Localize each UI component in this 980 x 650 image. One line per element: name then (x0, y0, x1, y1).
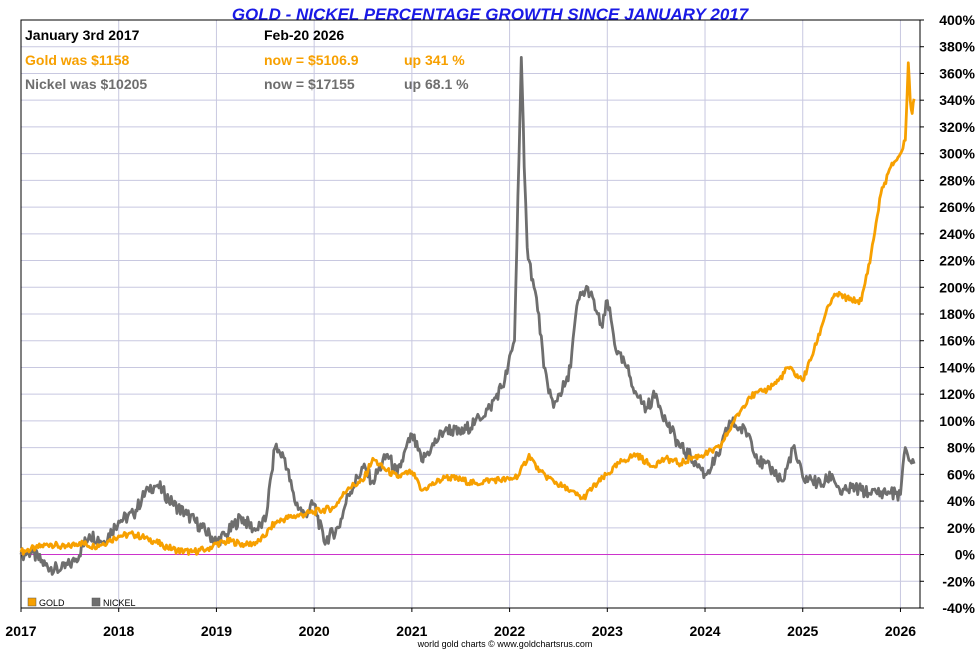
y-tick-label: 40% (947, 493, 976, 509)
info-block: January 3rd 2017 Feb-20 2026 Gold was $1… (25, 27, 469, 92)
y-axis: 400% 380% 360% 340% 320% 300% 280% 260% 240% 220%… (920, 12, 976, 616)
y-tick-label: 320% (939, 119, 975, 135)
y-tick-label: -20% (942, 573, 975, 589)
x-tick-label: 2026 (885, 623, 916, 639)
gold-was-label: Gold was $1158 (25, 52, 129, 68)
x-tick-label: 2020 (299, 623, 330, 639)
gold-series-line (19, 61, 916, 556)
x-tick-label: 2017 (5, 623, 36, 639)
y-tick-label: 100% (939, 413, 975, 429)
chart-title: GOLD - NICKEL PERCENTAGE GROWTH SINCE JA… (232, 5, 750, 24)
nickel-now-label: now = $17155 (264, 76, 355, 92)
y-tick-label: 120% (939, 386, 975, 402)
y-tick-label: 240% (939, 226, 975, 242)
y-tick-label: 60% (947, 466, 976, 482)
y-tick-label: 0% (955, 547, 976, 563)
y-tick-label: 20% (947, 520, 976, 536)
y-tick-label: 400% (939, 12, 975, 28)
x-tick-label: 2023 (592, 623, 623, 639)
y-tick-label: 340% (939, 92, 975, 108)
end-date-label: Feb-20 2026 (264, 27, 344, 43)
y-tick-label: 360% (939, 65, 975, 81)
series-layer (19, 56, 916, 576)
y-tick-label: 280% (939, 172, 975, 188)
x-tick-label: 2024 (689, 623, 720, 639)
y-tick-label: 200% (939, 279, 975, 295)
x-tick-label: 2019 (201, 623, 232, 639)
nickel-up-label: up 68.1 % (404, 76, 469, 92)
legend-nickel-swatch (91, 597, 101, 607)
credit-text: world gold charts © www.goldchartsrus.co… (417, 639, 593, 649)
y-tick-label: 180% (939, 306, 975, 322)
legend-gold-swatch (27, 597, 37, 607)
y-tick-label: 160% (939, 333, 975, 349)
legend: GOLD NICKEL (27, 597, 136, 608)
x-tick-label: 2025 (787, 623, 818, 639)
gold-now-label: now = $5106.9 (264, 52, 359, 68)
nickel-series-line (19, 56, 916, 576)
x-axis: 2017 2018 2019 2020 2021 2022 2023 2024 2025 2026 (5, 608, 916, 639)
nickel-was-label: Nickel was $10205 (25, 76, 147, 92)
gold-up-label: up 341 % (404, 52, 465, 68)
start-date-label: January 3rd 2017 (25, 27, 140, 43)
y-tick-label: 220% (939, 253, 975, 269)
x-tick-label: 2018 (103, 623, 134, 639)
x-tick-label: 2022 (494, 623, 525, 639)
y-tick-label: 380% (939, 39, 975, 55)
y-tick-label: 140% (939, 359, 975, 375)
y-tick-label: 260% (939, 199, 975, 215)
legend-gold-label: GOLD (39, 598, 65, 608)
y-tick-label: 80% (947, 440, 976, 456)
y-tick-label: -40% (942, 600, 975, 616)
x-tick-label: 2021 (396, 623, 427, 639)
legend-nickel-label: NICKEL (103, 598, 136, 608)
y-tick-label: 300% (939, 146, 975, 162)
